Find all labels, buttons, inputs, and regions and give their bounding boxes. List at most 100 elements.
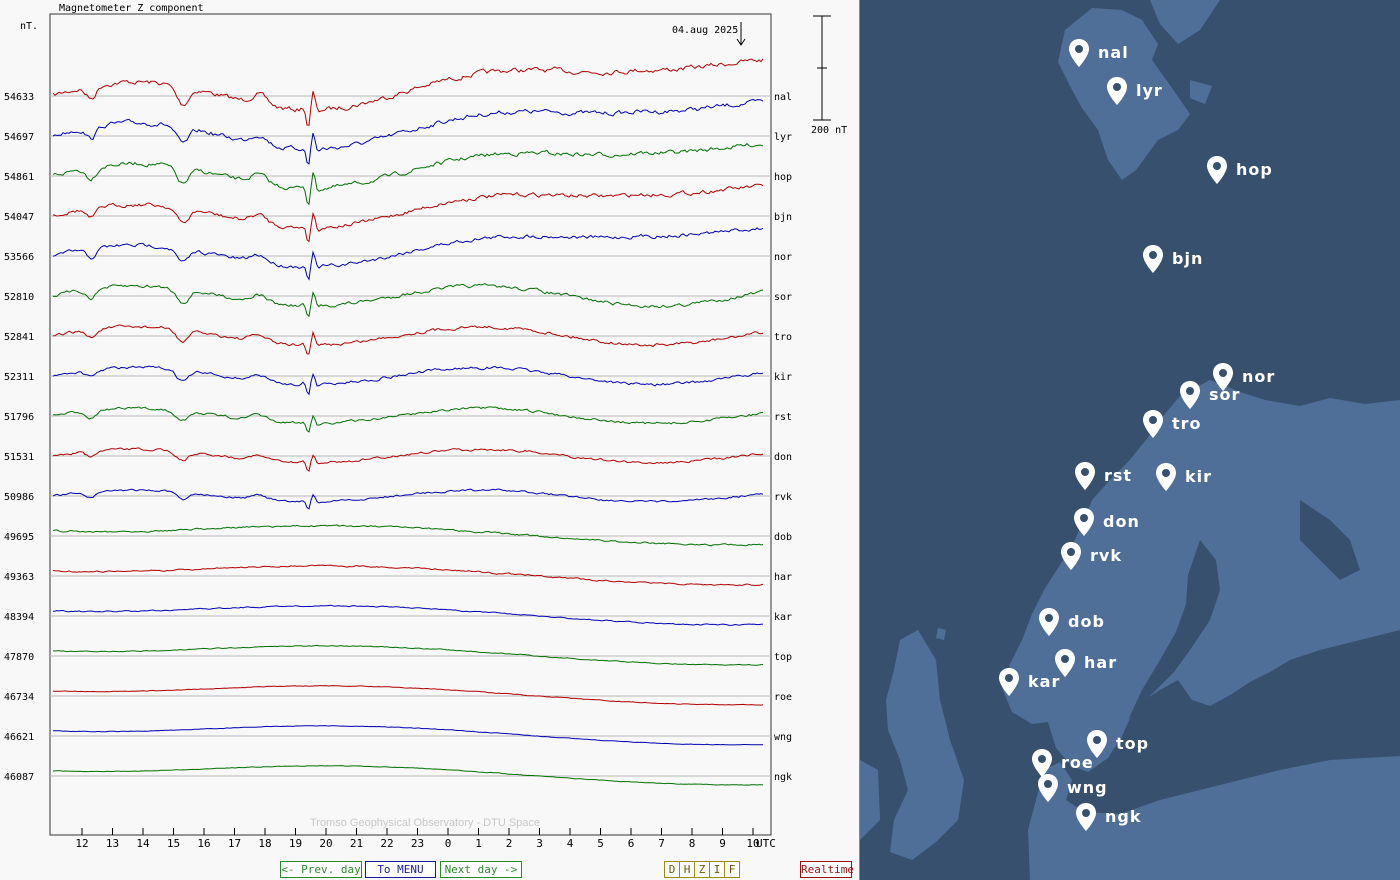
map-marker-label-ngk[interactable]: ngk — [1105, 807, 1142, 826]
station-label-top: top — [774, 652, 792, 663]
map-marker-nal[interactable] — [1068, 38, 1090, 68]
baseline-value-sor: 52810 — [4, 292, 34, 303]
shetland-land — [936, 628, 946, 640]
white-sea — [1300, 500, 1360, 580]
map-marker-ngk[interactable] — [1075, 802, 1097, 832]
baseline-value-kir: 52311 — [4, 372, 34, 383]
map-marker-label-kir[interactable]: kir — [1185, 467, 1213, 486]
continental-europe-land — [1028, 756, 1400, 880]
map-marker-nor[interactable] — [1212, 362, 1234, 392]
x-tick-label-9: 9 — [719, 837, 726, 850]
station-label-kar: kar — [774, 612, 792, 623]
map-marker-bjn[interactable] — [1142, 244, 1164, 274]
station-label-nor: nor — [774, 252, 792, 263]
station-label-ngk: ngk — [774, 772, 792, 783]
map-marker-rst[interactable] — [1074, 461, 1096, 491]
map-marker-label-dob[interactable]: dob — [1068, 612, 1105, 631]
component-f-button[interactable]: F — [725, 862, 739, 877]
map-pin-icon — [1087, 730, 1107, 758]
next-day-button[interactable]: Next day -> — [440, 861, 522, 878]
chart-title: Magnetometer Z component — [59, 3, 204, 14]
map-marker-hop[interactable] — [1206, 155, 1228, 185]
map-marker-label-wng[interactable]: wng — [1067, 778, 1108, 797]
baseline-value-hop: 54861 — [4, 172, 34, 183]
series-line-hop — [52, 142, 764, 206]
component-d-button[interactable]: D — [665, 862, 680, 877]
map-marker-label-nor[interactable]: nor — [1242, 367, 1276, 386]
series-line-rst — [52, 406, 764, 433]
map-marker-label-tro[interactable]: tro — [1172, 414, 1202, 433]
x-tick-label-2: 2 — [506, 837, 513, 850]
series-line-nal — [52, 58, 764, 126]
baseline-value-wng: 46621 — [4, 732, 34, 743]
station-label-rst: rst — [774, 412, 792, 423]
station-label-bjn: bjn — [774, 212, 792, 223]
map-pin-icon — [1074, 508, 1094, 536]
baseline-value-rst: 51796 — [4, 412, 34, 423]
prev-day-button[interactable]: <- Prev. day — [280, 861, 362, 878]
station-label-roe: roe — [774, 692, 792, 703]
component-h-button[interactable]: H — [680, 862, 695, 877]
station-label-nal: nal — [774, 92, 792, 103]
x-tick-label-16: 16 — [197, 837, 210, 850]
nordaustlandet-land — [1150, 0, 1220, 44]
baseline-value-nal: 54633 — [4, 92, 34, 103]
map-marker-label-top[interactable]: top — [1116, 734, 1150, 753]
x-tick-label-5: 5 — [597, 837, 604, 850]
x-tick-label-20: 20 — [319, 837, 332, 850]
series-line-ngk — [52, 765, 764, 786]
series-line-don — [52, 447, 764, 472]
map-marker-label-har[interactable]: har — [1084, 653, 1118, 672]
map-marker-top[interactable] — [1086, 729, 1108, 759]
map-marker-rvk[interactable] — [1060, 541, 1082, 571]
station-label-rvk: rvk — [774, 492, 792, 503]
component-i-button[interactable]: I — [710, 862, 725, 877]
series-line-har — [52, 564, 764, 587]
map-marker-label-nal[interactable]: nal — [1098, 43, 1129, 62]
map-marker-wng[interactable] — [1037, 773, 1059, 803]
map-pin-icon — [1039, 608, 1059, 636]
station-label-hop: hop — [774, 172, 792, 183]
component-z-button[interactable]: Z — [695, 862, 710, 877]
map-marker-label-don[interactable]: don — [1103, 512, 1140, 531]
map-marker-dob[interactable] — [1038, 607, 1060, 637]
map-marker-label-hop[interactable]: hop — [1236, 160, 1273, 179]
baseline-value-rvk: 50986 — [4, 492, 34, 503]
x-tick-label-12: 12 — [75, 837, 88, 850]
map-marker-label-sor[interactable]: sor — [1209, 385, 1241, 404]
scale-label: 200 nT — [811, 125, 847, 136]
map-marker-tro[interactable] — [1142, 409, 1164, 439]
realtime-button[interactable]: Realtime — [800, 861, 854, 878]
map-marker-label-kar[interactable]: kar — [1028, 672, 1061, 691]
map-pin-icon — [1075, 462, 1095, 490]
x-tick-label-10: 10 — [746, 837, 759, 850]
baseline-grid — [50, 95, 771, 777]
series-line-lyr — [52, 98, 764, 165]
map-marker-label-rvk[interactable]: rvk — [1090, 546, 1122, 565]
map-marker-don[interactable] — [1073, 507, 1095, 537]
map-marker-label-roe[interactable]: roe — [1061, 753, 1094, 772]
map-pin-icon — [1180, 381, 1200, 409]
map-pin-icon — [1143, 245, 1163, 273]
map-marker-label-lyr[interactable]: lyr — [1136, 81, 1163, 100]
map-marker-label-bjn[interactable]: bjn — [1172, 249, 1204, 268]
map-pin-icon — [1207, 156, 1227, 184]
map-pin-icon — [1069, 39, 1089, 67]
map-marker-roe[interactable] — [1031, 748, 1053, 778]
baseline-value-top: 47870 — [4, 652, 34, 663]
menu-button[interactable]: To MENU — [365, 861, 436, 878]
map-marker-label-rst[interactable]: rst — [1104, 466, 1133, 485]
station-label-har: har — [774, 572, 792, 583]
map-pin-icon — [1213, 363, 1233, 391]
x-tick-label-15: 15 — [167, 837, 180, 850]
series-line-wng — [53, 725, 764, 746]
map-marker-lyr[interactable] — [1106, 76, 1128, 106]
map-marker-kar[interactable] — [998, 667, 1020, 697]
scale-bar — [813, 15, 831, 121]
baseline-value-ngk: 46087 — [4, 772, 34, 783]
map-marker-har[interactable] — [1054, 648, 1076, 678]
station-label-lyr: lyr — [774, 132, 792, 143]
kong-karls-land — [1190, 80, 1212, 104]
map-marker-sor[interactable] — [1179, 380, 1201, 410]
map-marker-kir[interactable] — [1155, 462, 1177, 492]
